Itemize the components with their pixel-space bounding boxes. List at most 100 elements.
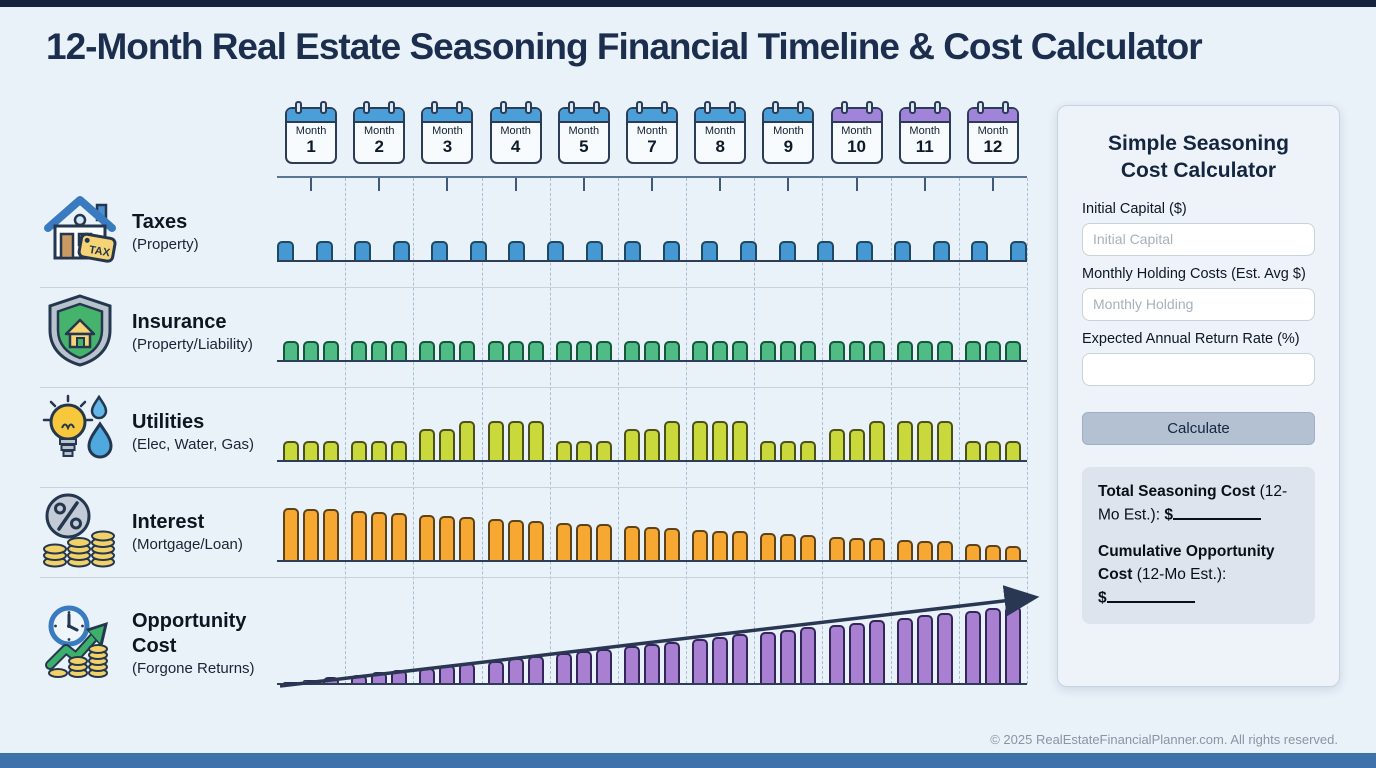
interest-month-group [482, 519, 550, 561]
insurance-bar [323, 341, 340, 361]
opportunity-month-group [823, 620, 891, 684]
row-opportunity-subtitle: (Forgone Returns) [132, 659, 255, 677]
calculate-button[interactable]: Calculate [1082, 411, 1315, 445]
insurance-bar [692, 341, 709, 361]
insurance-bar [828, 341, 845, 361]
opportunity-bar [1004, 606, 1021, 684]
axis-tick [855, 177, 858, 191]
interest-bar [848, 538, 865, 561]
monthly-holding-input[interactable] [1082, 287, 1315, 321]
axis-tick [923, 177, 926, 191]
interest-bar [664, 528, 681, 561]
interest-bar [575, 524, 592, 561]
taxes-bar [778, 241, 796, 261]
opportunity-bar [828, 625, 845, 684]
taxes-bar [1009, 241, 1027, 261]
row-utilities-title: Utilities [132, 411, 205, 434]
axis-tick [991, 177, 994, 191]
axis-tick [310, 177, 313, 191]
opportunity-bar [624, 646, 641, 684]
interest-bar [896, 540, 913, 561]
utilities-bar [595, 441, 612, 461]
month-gridline [549, 178, 551, 684]
initial-capital-input[interactable] [1082, 222, 1315, 256]
interest-bar [527, 521, 544, 561]
row-utilities: Utilities (Elec, Water, Gas) [42, 392, 274, 473]
row-interest-subtitle: (Mortgage/Loan) [132, 536, 243, 554]
month-gridline [1027, 178, 1028, 684]
utilities-bar [303, 441, 320, 461]
insurance-bar [507, 341, 524, 361]
taxes-bar [508, 241, 526, 261]
interest-bar [303, 509, 320, 561]
insurance-month-group [618, 341, 686, 361]
insurance-month-group [413, 341, 481, 361]
opportunity-bar [780, 630, 797, 684]
utilities-bar [644, 429, 661, 461]
utilities-bar [391, 441, 408, 461]
month-calendar: Month 7 [626, 101, 678, 164]
taxes-bar [739, 241, 757, 261]
taxes-bar [662, 241, 680, 261]
month-gridline [890, 178, 892, 684]
return-rate-label: Expected Annual Return Rate (%) [1082, 330, 1300, 347]
insurance-month-group [823, 341, 891, 361]
insurance-bar [391, 341, 408, 361]
return-rate-input[interactable] [1082, 352, 1315, 386]
utilities-month-group [754, 441, 822, 461]
opportunity-bar [507, 658, 524, 684]
row-insurance: Insurance (Property/Liability) [42, 292, 274, 373]
utilities-bar [732, 421, 749, 461]
interest-bar [868, 538, 885, 561]
opportunity-bar [555, 653, 572, 684]
calculator-panel: Simple Seasoning Cost Calculator Initial… [1057, 105, 1340, 687]
month-gridline [481, 178, 483, 684]
interest-month-group [959, 544, 1027, 561]
row-insurance-title: Insurance [132, 311, 227, 334]
insurance-bar [527, 341, 544, 361]
utilities-bar-chart [277, 381, 1027, 461]
opportunity-month-group [891, 613, 959, 684]
utilities-bar [419, 429, 436, 461]
insurance-bar [351, 341, 368, 361]
insurance-bar [712, 341, 729, 361]
insurance-bar [916, 341, 933, 361]
interest-month-group [891, 540, 959, 561]
interest-bar [419, 515, 436, 561]
month-calendar: Month 1 [285, 101, 338, 164]
interest-bar [1004, 546, 1021, 561]
interest-bar [760, 533, 777, 561]
opportunity-bar [459, 663, 476, 684]
opportunity-bar [575, 651, 592, 684]
taxes-bar [469, 241, 487, 261]
interest-month-group [550, 523, 618, 561]
row-divider [40, 577, 1027, 578]
utilities-month-group [891, 421, 959, 461]
opportunity-bar [868, 620, 885, 684]
insurance-month-group [482, 341, 550, 361]
month-gridline [822, 178, 824, 684]
total-cost-blank [1172, 503, 1261, 520]
row-opportunity-title: Opportunity Cost [132, 609, 247, 657]
taxes-bar-chart [277, 181, 1027, 261]
interest-bar [371, 512, 388, 561]
axis-tick [514, 177, 517, 191]
utilities-bar [323, 441, 340, 461]
row-opportunity-cost: Opportunity Cost (Forgone Returns) [42, 603, 274, 684]
insurance-bar [439, 341, 456, 361]
opportunity-bar [936, 613, 953, 684]
opportunity-bar [595, 649, 612, 684]
insurance-bar [624, 341, 641, 361]
insurance-bar [595, 341, 612, 361]
opportunity-month-group [413, 663, 481, 684]
insurance-bar [896, 341, 913, 361]
taxes-bar [277, 241, 294, 261]
total-seasoning-cost-result: Total Seasoning Cost (12-Mo Est.): $ [1098, 482, 1288, 524]
taxes-bar [392, 241, 410, 261]
interest-bar [800, 535, 817, 561]
axis-tick [378, 177, 381, 191]
opportunity-bar [800, 627, 817, 684]
month-gridline [617, 178, 619, 684]
insurance-bar [419, 341, 436, 361]
utilities-bar [692, 421, 709, 461]
